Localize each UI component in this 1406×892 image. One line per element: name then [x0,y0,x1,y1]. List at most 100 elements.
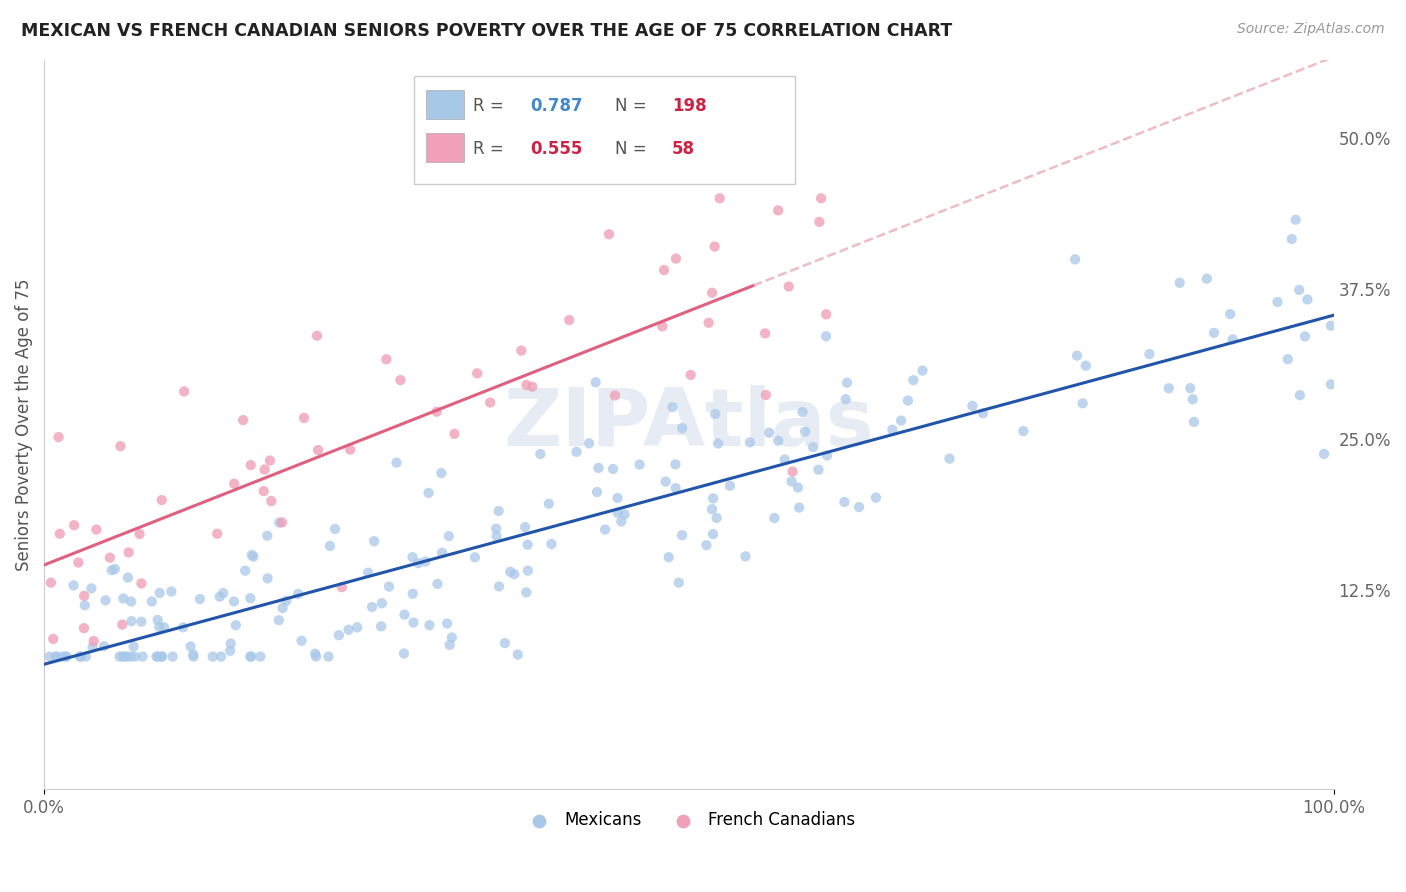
Point [778,279,800,293]
Point [1320,318,1343,333]
Text: R =: R = [474,96,509,114]
Point [652,263,675,277]
Point [83,634,105,648]
Point [766,434,789,448]
Point [503,567,526,582]
Point [437,529,460,543]
Text: 198: 198 [672,96,707,114]
Point [55,649,77,664]
Point [1281,232,1303,246]
Point [122,640,145,654]
Point [212,586,235,600]
Point [808,215,831,229]
Point [276,594,298,608]
Point [131,615,153,629]
Point [319,539,342,553]
Point [233,564,256,578]
Point [671,528,693,542]
Point [510,343,533,358]
Point [661,400,683,414]
Point [287,587,309,601]
Point [522,380,544,394]
Point [488,504,510,518]
Point [506,648,529,662]
Point [807,463,830,477]
Point [665,252,688,266]
Point [209,649,232,664]
Point [606,506,628,520]
Legend: Mexicans, French Canadians: Mexicans, French Canadians [516,805,862,836]
Point [110,439,132,453]
Text: MEXICAN VS FRENCH CANADIAN SENIORS POVERTY OVER THE AGE OF 75 CORRELATION CHART: MEXICAN VS FRENCH CANADIAN SENIORS POVER… [21,22,952,40]
Point [100,563,122,577]
Point [911,363,934,377]
Point [671,421,693,435]
Point [363,534,385,549]
Point [111,649,134,664]
Point [242,549,264,564]
Point [249,649,271,664]
Point [389,373,412,387]
Point [253,484,276,499]
Point [131,576,153,591]
Point [593,523,616,537]
Point [115,649,138,664]
Point [1181,392,1204,407]
Point [755,388,778,402]
Point [430,546,453,560]
Point [613,508,636,522]
Point [529,447,551,461]
Point [787,500,810,515]
Point [758,425,780,440]
Point [73,621,96,635]
Point [145,649,167,664]
Point [499,565,522,579]
Point [67,556,90,570]
Point [1294,329,1316,343]
Point [835,376,858,390]
Point [787,481,810,495]
Point [1296,293,1319,307]
Point [98,550,121,565]
Point [668,575,690,590]
Point [375,352,398,367]
Point [418,618,440,632]
Point [485,529,508,543]
Point [149,586,172,600]
Point [1064,252,1087,267]
Point [239,649,262,664]
Point [882,423,904,437]
Text: 0.555: 0.555 [530,140,582,159]
Point [578,436,600,450]
Point [42,632,65,646]
Point [439,638,461,652]
Point [328,628,350,642]
Point [794,425,817,439]
Point [183,649,205,664]
Point [117,570,139,584]
Point [51,649,73,664]
Point [104,562,127,576]
Point [124,649,146,664]
Point [464,550,486,565]
Point [1320,377,1343,392]
Point [815,307,838,321]
Point [150,649,173,664]
Point [80,582,103,596]
Point [239,591,262,606]
Point [938,451,960,466]
Point [160,584,183,599]
Point [665,481,688,495]
Point [304,647,326,661]
Point [602,462,624,476]
Point [1277,352,1299,367]
Point [269,516,291,530]
Point [45,649,67,664]
Point [1267,294,1289,309]
Point [219,644,242,658]
Point [734,549,756,564]
Point [120,594,142,608]
Point [897,393,920,408]
Point [38,649,60,664]
Point [801,440,824,454]
